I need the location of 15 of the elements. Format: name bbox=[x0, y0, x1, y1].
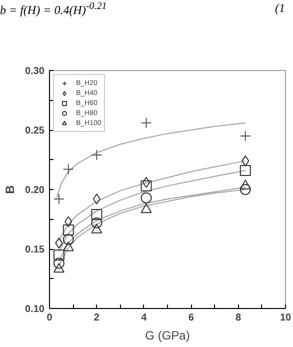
x-axis-title: G (GPa) bbox=[145, 328, 190, 342]
y-tick-label: 0.30 bbox=[25, 66, 45, 77]
y-tick-label: 0.15 bbox=[25, 244, 45, 256]
x-tick-label: 6 bbox=[188, 312, 194, 324]
y-tick-label: 0.10 bbox=[25, 304, 45, 315]
y-tick-label: 0.25 bbox=[25, 126, 45, 136]
x-tick-label: 10 bbox=[280, 312, 292, 324]
y-axis-title: B bbox=[3, 184, 18, 194]
x-tick-label: 8 bbox=[236, 312, 242, 324]
text: (1 bbox=[275, 0, 285, 17]
text: b = f(H) = 0.4(H)$^{-0.21}$ bbox=[0, 0, 107, 19]
x-tick-label: 0 bbox=[46, 312, 53, 324]
x-tick-label: 4 bbox=[141, 312, 148, 324]
y-tick-label: 0.20 bbox=[25, 185, 45, 196]
x-tick-label: 2 bbox=[94, 312, 100, 324]
